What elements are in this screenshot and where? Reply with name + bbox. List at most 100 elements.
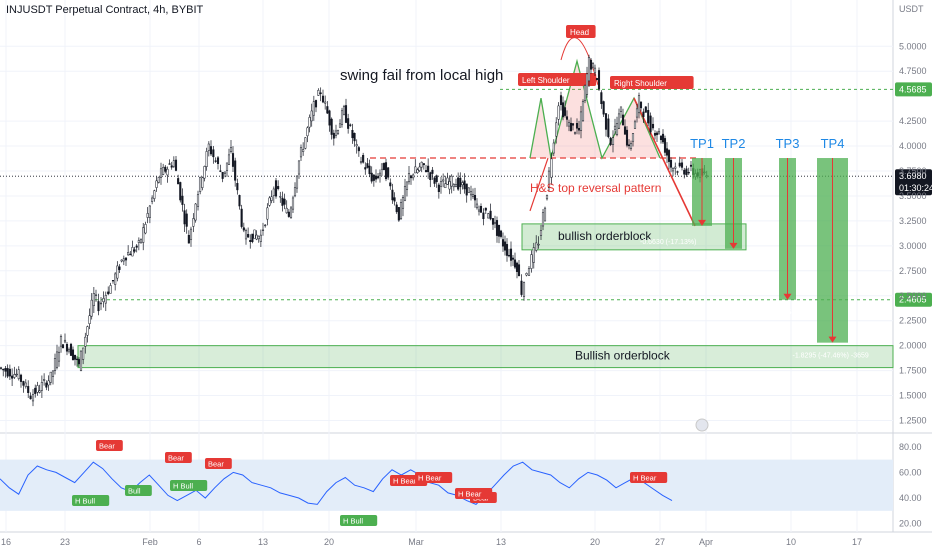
candle-body [324,101,327,104]
candle-body [285,207,288,214]
candle-body [522,282,526,297]
rsi-signal-tag [165,452,192,463]
candle-body [489,210,492,220]
y-tick-label: 3.5000 [899,191,927,201]
breakdown-arrow[interactable] [633,97,696,227]
candle-body [244,230,248,240]
y-tick-label: 4.2500 [899,116,927,126]
candle-body [338,123,342,128]
orderblock-zone-upper[interactable] [521,223,747,251]
rsi-signal-label: H Bull [75,497,95,506]
candle-body [633,121,637,129]
candle-body [359,161,363,163]
flag-icon[interactable] [695,418,709,432]
candle-body [53,358,57,371]
candle-body [573,132,577,134]
candle-body [302,149,305,152]
rsi-tick-label: 40.00 [899,493,922,503]
candle-body [192,218,195,227]
candle-body [120,259,123,262]
candle-body [229,147,233,152]
candle-body [507,254,511,257]
candle-body [223,171,227,174]
candle-body [214,160,217,162]
candle-body [647,110,650,124]
x-tick-label: 20 [590,537,600,547]
candle-body [493,221,497,224]
candle-body [364,167,367,170]
rsi-signal-label: H Bear [458,490,482,499]
candle-body [563,107,567,116]
candle-body [164,166,167,172]
candle-body [97,301,100,312]
candle-body [264,224,267,227]
candle-body [34,387,37,394]
candle-body [653,133,657,136]
head-label-bg [566,25,596,38]
candle-body [631,133,635,142]
swing-fail-annotation: swing fail from local high [340,67,503,84]
right-shoulder-label-bg [610,76,694,89]
candle-body [561,102,565,118]
candle-body [249,240,252,242]
candle-body [491,218,495,225]
candle-body [382,163,386,171]
candle-body [397,207,400,221]
candle-body [511,257,515,260]
candle-body [127,252,130,256]
head-label: Head [570,28,589,37]
current-price-value: 3.6980 [899,171,927,181]
candle-body [497,224,501,237]
candle-body [347,118,350,129]
candle-body [477,209,481,212]
candle-body [376,176,380,179]
candle-body [642,111,645,118]
price-pane[interactable] [0,0,893,432]
candle-body [609,137,612,145]
candle-body [205,151,208,167]
candle-body [157,177,160,183]
candle-body [487,213,490,219]
candle-body [595,78,599,81]
candle-body [49,371,52,383]
rsi-tick-label: 80.00 [899,442,922,452]
candle-body [674,166,677,169]
chart-title: INJUSDT Perpetual Contract, 4h, BYBIT [6,4,204,16]
y-tick-label: 3.0000 [899,241,927,251]
level-price-tag [895,292,932,307]
candle-body [661,133,665,143]
candle-body [391,189,394,201]
candle-body [671,168,675,172]
candle-body [216,157,220,164]
candle-body [505,244,509,256]
candle-body [170,165,173,168]
candle-body [465,183,468,196]
candle-body [602,101,605,115]
candle-body [45,382,48,388]
candle-body [268,197,271,206]
candle-body [257,235,260,240]
candle-body [407,173,411,183]
orderblock-zone-lower[interactable] [77,345,894,369]
candle-body [297,160,301,175]
candle-body [124,257,128,261]
candle-body [57,351,61,362]
candle-body [299,147,303,158]
rsi-signal-label: H Bull [173,482,193,491]
candle-body [600,92,603,105]
candle-body [187,234,190,244]
candle-body [168,163,171,165]
y-axis-unit: USDT [899,4,924,14]
candle-body [109,285,112,294]
candle-body [259,234,262,242]
candle-body [144,224,147,234]
rsi-line[interactable] [0,461,673,505]
candle-body [75,358,79,361]
candle-body [71,349,75,361]
tp-annotation: -0.6630 (-17.13%) [640,239,696,246]
candle-body [185,213,188,227]
candle-body [166,168,169,176]
candle-body [547,170,551,189]
candle-body [515,262,519,272]
